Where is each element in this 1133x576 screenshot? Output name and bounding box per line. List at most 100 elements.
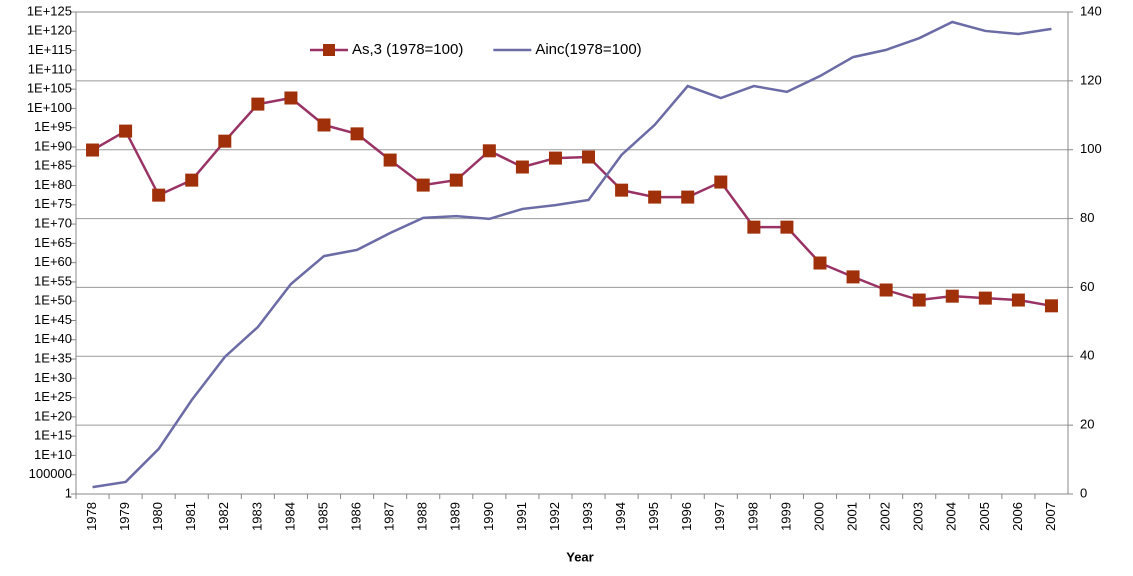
marker <box>813 256 827 270</box>
marker <box>218 134 232 148</box>
marker <box>152 188 166 202</box>
x-tick-label: 1989 <box>448 502 463 531</box>
y-tick-label: 1E+65 <box>34 235 72 250</box>
y-tick-label: 1E+110 <box>28 61 72 76</box>
x-tick-label: 1990 <box>481 502 496 531</box>
x-tick-label: 1995 <box>646 502 661 531</box>
y2-tick-label: 40 <box>1080 348 1094 363</box>
x-tick-label: 1986 <box>349 502 364 531</box>
y-tick-label: 1E+40 <box>34 331 72 346</box>
marker <box>714 175 728 189</box>
plot-area <box>75 11 1069 495</box>
marker <box>681 190 695 204</box>
y-tick-label: 1E+90 <box>34 138 72 153</box>
marker <box>185 173 199 187</box>
x-tick-label: 1985 <box>315 502 330 531</box>
x-tick-label: 1991 <box>514 502 529 531</box>
x-tick-label: 2005 <box>977 502 992 531</box>
y-tick-label: 1E+25 <box>34 389 72 404</box>
y-tick-label: 1E+85 <box>34 158 72 173</box>
x-tick-label: 1978 <box>84 502 99 531</box>
marker <box>747 220 761 234</box>
x-tick-label: 1993 <box>580 502 595 531</box>
marker <box>251 97 265 111</box>
marker <box>615 183 629 197</box>
marker <box>1011 293 1025 307</box>
x-axis-title: Year <box>566 549 593 564</box>
marker <box>846 270 860 284</box>
marker <box>945 289 959 303</box>
y-tick-label: 1E+80 <box>34 177 72 192</box>
x-tick-label: 1980 <box>150 502 165 531</box>
y-tick-label: 1E+35 <box>34 350 72 365</box>
marker <box>383 153 397 167</box>
y2-tick-label: 120 <box>1080 72 1102 87</box>
marker <box>879 283 893 297</box>
marker <box>648 190 662 204</box>
marker <box>416 178 430 192</box>
y-tick-label: 100000 <box>29 466 72 481</box>
x-tick-label: 1987 <box>382 502 397 531</box>
y2-tick-label: 100 <box>1080 141 1102 156</box>
marker <box>86 143 100 157</box>
x-tick-label: 1999 <box>778 502 793 531</box>
marker <box>119 124 133 138</box>
marker <box>515 160 529 174</box>
x-tick-label: 1988 <box>415 502 430 531</box>
marker <box>482 144 496 158</box>
marker <box>582 150 596 164</box>
legend-marker <box>323 44 335 56</box>
marker <box>912 293 926 307</box>
y-tick-label: 1E+20 <box>34 408 72 423</box>
x-tick-label: 1981 <box>183 502 198 531</box>
x-tick-label: 1984 <box>282 502 297 531</box>
x-tick-label: 1994 <box>613 502 628 531</box>
x-tick-label: 2000 <box>811 502 826 531</box>
y-tick-label: 1E+95 <box>34 119 72 134</box>
marker <box>780 220 794 234</box>
x-tick-label: 1992 <box>547 502 562 531</box>
x-tick-label: 1982 <box>216 502 231 531</box>
x-tick-label: 2002 <box>878 502 893 531</box>
x-tick-label: 2003 <box>911 502 926 531</box>
y-tick-label: 1E+70 <box>34 216 72 231</box>
y-tick-label: 1E+105 <box>27 81 72 96</box>
marker <box>284 91 298 105</box>
x-tick-label: 2007 <box>1043 502 1058 531</box>
y-tick-label: 1E+15 <box>34 428 72 443</box>
x-tick-label: 1998 <box>745 502 760 531</box>
marker <box>350 127 364 141</box>
y-tick-label: 1E+10 <box>34 447 72 462</box>
y-tick-label: 1 <box>65 485 72 500</box>
marker <box>978 291 992 305</box>
y-tick-label: 1E+120 <box>27 23 72 38</box>
x-tick-label: 1983 <box>249 502 264 531</box>
marker <box>317 118 331 132</box>
marker <box>548 151 562 165</box>
y2-tick-label: 60 <box>1080 279 1094 294</box>
x-tick-label: 2006 <box>1010 502 1025 531</box>
y-tick-label: 1E+30 <box>34 370 72 385</box>
x-tick-label: 1996 <box>679 502 694 531</box>
y-tick-label: 1E+125 <box>27 3 72 18</box>
legend-label: Ainc(1978=100) <box>535 41 641 58</box>
series-line <box>92 20 1052 489</box>
x-tick-label: 1997 <box>712 502 727 531</box>
marker <box>449 173 463 187</box>
y-tick-label: 1E+115 <box>28 42 72 57</box>
y-tick-label: 1E+100 <box>27 100 72 115</box>
y2-tick-label: 80 <box>1080 210 1094 225</box>
y2-tick-label: 140 <box>1080 3 1102 18</box>
legend-label: As,3 (1978=100) <box>352 41 463 58</box>
y-tick-label: 1E+45 <box>34 312 72 327</box>
y2-tick-label: 0 <box>1080 485 1087 500</box>
y2-tick-label: 20 <box>1080 417 1094 432</box>
y-tick-label: 1E+55 <box>34 273 72 288</box>
x-tick-label: 1979 <box>117 502 132 531</box>
marker <box>1044 299 1058 313</box>
y-tick-label: 1E+50 <box>34 293 72 308</box>
x-tick-label: 2001 <box>845 502 860 531</box>
y-tick-label: 1E+60 <box>34 254 72 269</box>
